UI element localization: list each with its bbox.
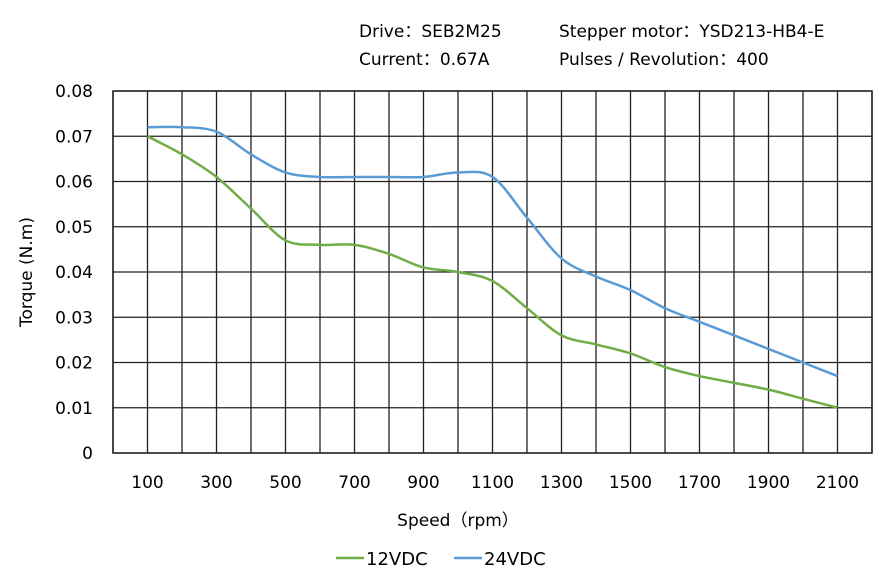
x-tick-label: 700 bbox=[338, 473, 370, 493]
x-axis-label: Speed（rpm） bbox=[397, 511, 519, 531]
current-label: Current：0.67A bbox=[359, 50, 490, 70]
x-tick-label: 2100 bbox=[816, 473, 859, 493]
motor-label: Stepper motor：YSD213-HB4-E bbox=[559, 22, 825, 42]
x-tick-label: 100 bbox=[131, 473, 163, 493]
x-tick-label: 1700 bbox=[678, 473, 721, 493]
x-tick-label: 1500 bbox=[609, 473, 652, 493]
y-tick-label: 0.05 bbox=[55, 218, 93, 238]
drive-label: Drive：SEB2M25 bbox=[359, 22, 502, 42]
y-tick-label: 0.08 bbox=[55, 82, 93, 102]
x-tick-label: 900 bbox=[407, 473, 439, 493]
pulses-label: Pulses / Revolution：400 bbox=[559, 50, 769, 70]
y-tick-label: 0.07 bbox=[55, 127, 93, 147]
y-tick-label: 0.02 bbox=[55, 354, 93, 374]
plot-border bbox=[112, 90, 873, 454]
x-tick-label: 300 bbox=[200, 473, 232, 493]
x-tick-label: 1300 bbox=[540, 473, 583, 493]
y-tick-label: 0.04 bbox=[55, 263, 93, 283]
y-tick-label: 0 bbox=[82, 444, 93, 464]
x-tick-label: 500 bbox=[269, 473, 301, 493]
legend-label: 12VDC bbox=[366, 549, 428, 570]
x-tick-label: 1100 bbox=[471, 473, 514, 493]
series-line-24vdc bbox=[147, 125, 838, 378]
y-tick-label: 0.01 bbox=[55, 399, 93, 419]
legend-label: 24VDC bbox=[484, 549, 546, 570]
y-axis-label: Torque (N.m) bbox=[17, 217, 37, 328]
y-tick-label: 0.03 bbox=[55, 308, 93, 328]
x-tick-label: 1900 bbox=[747, 473, 790, 493]
y-tick-label: 0.06 bbox=[55, 173, 93, 193]
series-line-12vdc bbox=[146, 135, 838, 409]
